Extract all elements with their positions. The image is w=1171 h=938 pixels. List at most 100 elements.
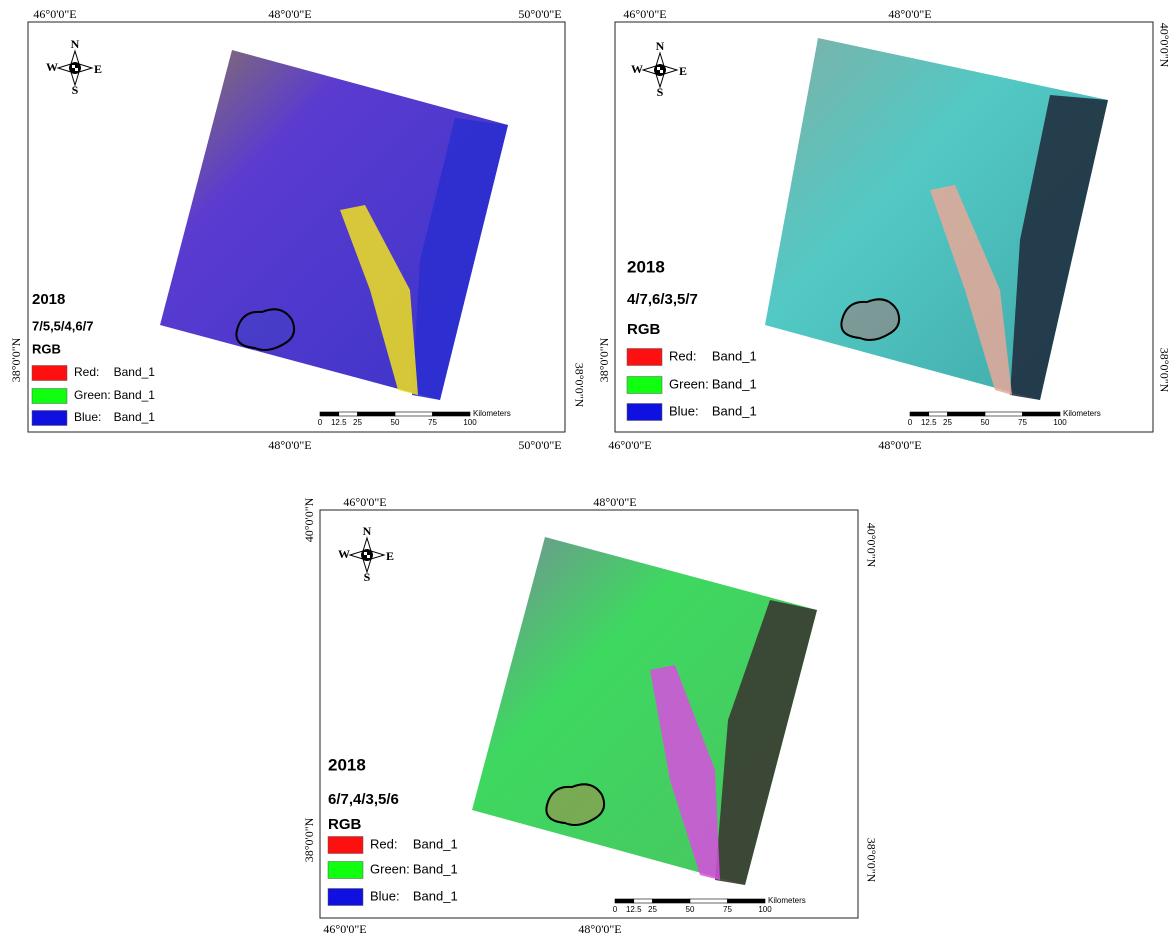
longitude-label: 48°0'0"E [268,438,311,452]
scale-segment [395,412,433,416]
latitude-label: 40°0'0"N [302,497,316,542]
longitude-label: 48°0'0"E [888,7,931,21]
legend-channel: Green: [669,376,709,391]
legend-channel: Green: [370,861,410,876]
longitude-label: 48°0'0"E [268,7,311,21]
scale-tick-label: 50 [686,905,695,914]
scale-tick-label: 75 [1018,418,1027,427]
scale-unit: Kilometers [473,409,511,418]
legend-swatch [328,837,363,854]
longitude-label: 46°0'0"E [623,7,666,21]
compass-n: N [71,37,80,51]
scale-segment [320,412,339,416]
scale-segment [433,412,471,416]
scale-segment [690,899,728,903]
scale-segment [634,899,653,903]
scale-segment [948,412,986,416]
scale-tick-label: 100 [463,418,477,427]
legend-year: 2018 [32,291,65,308]
study-area [841,299,899,340]
legend-year: 2018 [328,755,366,774]
longitude-label: 46°0'0"E [33,7,76,21]
compass-e: E [94,62,102,76]
legend-channel: Green: [74,388,111,402]
compass-w: W [338,547,350,561]
compass-center [72,65,75,68]
legend-band: Band_1 [114,410,156,424]
longitude-label: 46°0'0"E [608,438,651,452]
legend-rgb: RGB [328,816,362,833]
legend-band: Band_1 [413,836,458,851]
scale-tick-label: 0 [318,418,323,427]
scale-segment [929,412,948,416]
latitude-label: 38°0'0"N [864,838,878,883]
scale-tick-label: 0 [908,418,913,427]
latitude-label: 40°0'0"N [1157,23,1171,68]
legend-swatch [328,889,363,906]
longitude-label: 46°0'0"E [343,495,386,509]
legend-band: Band_1 [712,348,757,363]
scale-tick-label: 75 [723,905,732,914]
compass-s: S [657,85,664,99]
map-panel: 46°0'0"E 48°0'0"E 50°0'0"E 48°0'0"E 50°0'0"E… [9,7,587,452]
scale-segment [1023,412,1061,416]
scale-tick-label: 50 [391,418,400,427]
legend-swatch [328,862,363,879]
compass-e: E [679,64,687,78]
legend-swatch [627,349,662,366]
legend-band: Band_1 [712,376,757,391]
compass-e: E [386,549,394,563]
compass-center [75,68,78,71]
scale-segment [728,899,766,903]
scale-segment [615,899,634,903]
legend-swatch [32,389,67,404]
legend-swatch [627,404,662,421]
compass-s: S [72,83,79,97]
longitude-label: 48°0'0"E [593,495,636,509]
compass-w: W [46,60,58,74]
legend-band: Band_1 [114,365,156,379]
longitude-label: 48°0'0"E [878,438,921,452]
legend-channel: Red: [669,348,696,363]
legend-channel: Red: [370,836,397,851]
compass-s: S [364,570,371,584]
compass-n: N [656,39,665,53]
scale-tick-label: 25 [943,418,952,427]
compass-center [364,552,367,555]
compass-w: W [631,62,643,76]
scale-segment [910,412,929,416]
scale-tick-label: 12.5 [626,905,642,914]
longitude-label: 50°0'0"E [518,438,561,452]
longitude-label: 48°0'0"E [578,922,621,936]
scale-unit: Kilometers [1063,409,1101,418]
legend-channel: Red: [74,365,99,379]
scale-tick-label: 75 [428,418,437,427]
legend-channel: Blue: [370,888,400,903]
scale-tick-label: 50 [981,418,990,427]
legend-band: Band_1 [413,861,458,876]
scale-tick-label: 100 [758,905,772,914]
scale-tick-label: 12.5 [331,418,347,427]
legend-ratio: 4/7,6/3,5/7 [627,291,698,308]
scale-segment [358,412,396,416]
study-area [236,309,294,350]
legend-ratio: 7/5,5/4,6/7 [32,318,93,333]
legend-swatch [627,377,662,394]
latitude-label: 40°0'0"N [864,523,878,568]
scale-tick-label: 25 [353,418,362,427]
latitude-label: 38°0'0"N [597,337,611,382]
legend-channel: Blue: [669,403,699,418]
scale-segment [339,412,358,416]
latitude-label: 38°0'0"N [572,363,586,408]
legend-rgb: RGB [627,321,661,338]
scale-tick-label: 12.5 [921,418,937,427]
compass-center [367,555,370,558]
scale-tick-label: 25 [648,905,657,914]
legend-ratio: 6/7,4/3,5/6 [328,791,399,808]
compass-n: N [363,524,372,538]
longitude-label: 50°0'0"E [518,7,561,21]
latitude-label: 38°0'0"N [9,337,23,382]
scale-segment [985,412,1023,416]
compass-center [657,67,660,70]
figure: 46°0'0"E 48°0'0"E 50°0'0"E 48°0'0"E 50°0'0"E… [0,0,1171,938]
